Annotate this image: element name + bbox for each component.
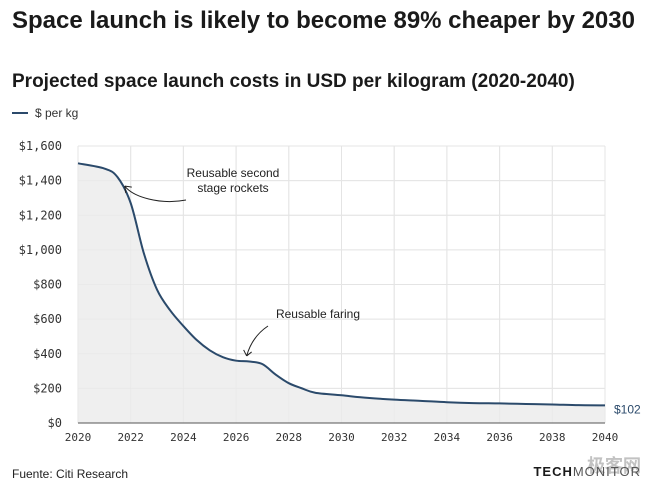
chart-subtitle: Projected space launch costs in USD per … [12, 71, 575, 92]
y-tick-label: $0 [48, 416, 62, 430]
y-tick-label: $600 [33, 312, 62, 326]
annotation-arrow [246, 325, 269, 357]
annotation-arrowhead [243, 349, 252, 357]
annotation-text: Reusable faring [276, 307, 360, 321]
brand-bold: TECH [533, 464, 573, 479]
x-tick-label: 2040 [592, 431, 619, 444]
x-tick-label: 2028 [276, 431, 303, 444]
series-line [77, 162, 606, 407]
y-tick-label: $1,200 [19, 208, 62, 222]
brand-rest: MONITOR [572, 464, 641, 479]
y-tick-label: $1,400 [19, 174, 62, 188]
end-value-label: $102 [614, 402, 641, 416]
x-tick-label: 2032 [381, 431, 408, 444]
x-tick-label: 2038 [539, 431, 566, 444]
annotation-text: stage rockets [197, 181, 268, 195]
series-area [78, 163, 605, 423]
brand-logo: TECHMONITOR [533, 464, 641, 479]
legend: $ per kg [12, 106, 78, 120]
annotation-arrow [124, 185, 187, 203]
annotation-text: Reusable second [187, 166, 280, 180]
x-tick-label: 2020 [65, 431, 92, 444]
x-tick-label: 2024 [170, 431, 197, 444]
x-tick-label: 2034 [434, 431, 461, 444]
x-tick-label: 2030 [328, 431, 355, 444]
y-tick-label: $200 [33, 381, 62, 395]
y-tick-label: $1,600 [19, 139, 62, 153]
chart-title: Space launch is likely to become 89% che… [12, 7, 635, 34]
x-tick-label: 2036 [486, 431, 513, 444]
y-tick-label: $1,000 [19, 243, 62, 257]
watermark: 极客网 [587, 456, 641, 476]
y-tick-label: $400 [33, 347, 62, 361]
legend-label: $ per kg [35, 106, 79, 120]
y-tick-label: $800 [33, 278, 62, 292]
x-tick-label: 2026 [223, 431, 250, 444]
source-note: Fuente: Citi Research [12, 467, 129, 481]
legend-swatch [12, 112, 28, 114]
x-tick-label: 2022 [117, 431, 144, 444]
annotation-arrowhead [124, 185, 132, 194]
